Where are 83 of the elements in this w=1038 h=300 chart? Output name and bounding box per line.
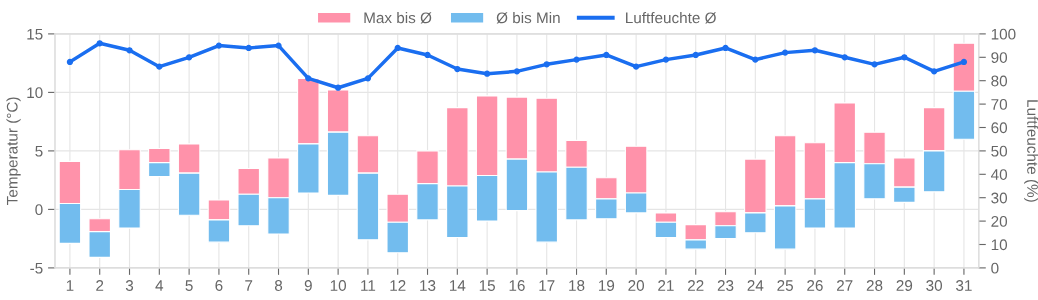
point	[692, 51, 699, 59]
x-tick-label: 22	[688, 280, 704, 291]
x-tick-label: 12	[390, 280, 406, 291]
legend-label: Luftfeuchte Ø	[626, 12, 716, 24]
point	[633, 63, 640, 70]
point	[573, 56, 580, 63]
point	[424, 51, 431, 59]
x-tick-label: 13	[420, 280, 436, 291]
x-tick-label: 31	[956, 280, 972, 291]
y-tick-label: 10	[27, 87, 43, 99]
point	[513, 68, 521, 75]
legend-label: Ø bis Min	[496, 12, 560, 24]
point	[722, 44, 729, 52]
x-tick-label: 10	[330, 280, 347, 291]
x-tick-label: 26	[807, 280, 823, 291]
point	[662, 56, 670, 63]
y-tick-label: 15	[27, 28, 43, 40]
point	[275, 42, 282, 49]
x-tick-label: 4	[155, 280, 164, 291]
point	[931, 68, 938, 75]
point	[215, 42, 223, 49]
point	[185, 54, 193, 61]
y-tick-label: -5	[30, 262, 43, 274]
point	[841, 54, 848, 61]
x-tick-label: 3	[125, 280, 134, 291]
y2-tick-label: 30	[991, 192, 1008, 204]
legend-label: Max bis Ø	[364, 12, 432, 24]
x-tick-label: 15	[479, 280, 495, 291]
point	[156, 63, 163, 70]
y-axis-title: Temperatur (°C)	[6, 97, 21, 205]
x-tick-label: 14	[449, 280, 466, 291]
x-tick-label: 6	[215, 280, 223, 291]
point	[245, 44, 252, 52]
x-tick-label: 19	[598, 280, 615, 291]
point	[960, 58, 968, 66]
point	[603, 51, 610, 59]
point	[752, 56, 759, 63]
y2-tick-label: 90	[991, 52, 1008, 63]
x-tick-label: 25	[777, 280, 793, 291]
y-tick-label: 0	[35, 204, 43, 216]
x-tick-label: 23	[717, 280, 734, 291]
x-tick-label: 30	[926, 280, 943, 291]
point	[483, 70, 491, 77]
point	[543, 61, 550, 68]
point	[126, 47, 133, 54]
x-tick-label: 21	[658, 280, 674, 291]
y2-tick-label: 70	[991, 98, 1008, 110]
y2-tick-label: 50	[991, 145, 1008, 157]
point	[454, 65, 461, 73]
y2-tick-label: 80	[991, 75, 1008, 87]
x-tick-label: 16	[509, 280, 525, 291]
point	[364, 75, 372, 82]
x-tick-label: 18	[569, 280, 585, 291]
point	[96, 40, 103, 47]
point	[782, 49, 789, 56]
point	[901, 54, 908, 61]
x-tick-label: 28	[866, 280, 883, 291]
point	[66, 58, 74, 66]
x-tick-label: 8	[274, 280, 283, 291]
y2-tick-label: 0	[991, 262, 999, 274]
y-tick-label: 5	[35, 145, 43, 157]
point	[394, 44, 401, 52]
y2-tick-label: 10	[991, 239, 1008, 251]
point	[305, 75, 312, 82]
x-tick-label: 1	[66, 280, 74, 291]
x-tick-label: 9	[304, 280, 312, 291]
y2-axis-title: Luftfeuchte (%)	[1024, 100, 1038, 202]
x-tick-label: 24	[747, 280, 764, 291]
x-tick-label: 11	[361, 280, 376, 291]
y2-tick-label: 60	[991, 122, 1008, 134]
x-tick-label: 17	[539, 280, 555, 291]
x-tick-label: 27	[837, 280, 853, 291]
x-tick-label: 5	[185, 280, 193, 291]
x-tick-label: 7	[245, 280, 253, 291]
x-tick-label: 20	[628, 280, 645, 291]
y2-tick-label: 100	[991, 28, 1016, 40]
point	[334, 84, 342, 91]
x-tick-label: 2	[96, 280, 104, 291]
y2-tick-label: 40	[990, 169, 1008, 180]
point	[811, 47, 819, 54]
point	[871, 61, 878, 68]
y2-tick-label: 20	[991, 215, 1008, 227]
x-tick-label: 29	[896, 280, 913, 291]
